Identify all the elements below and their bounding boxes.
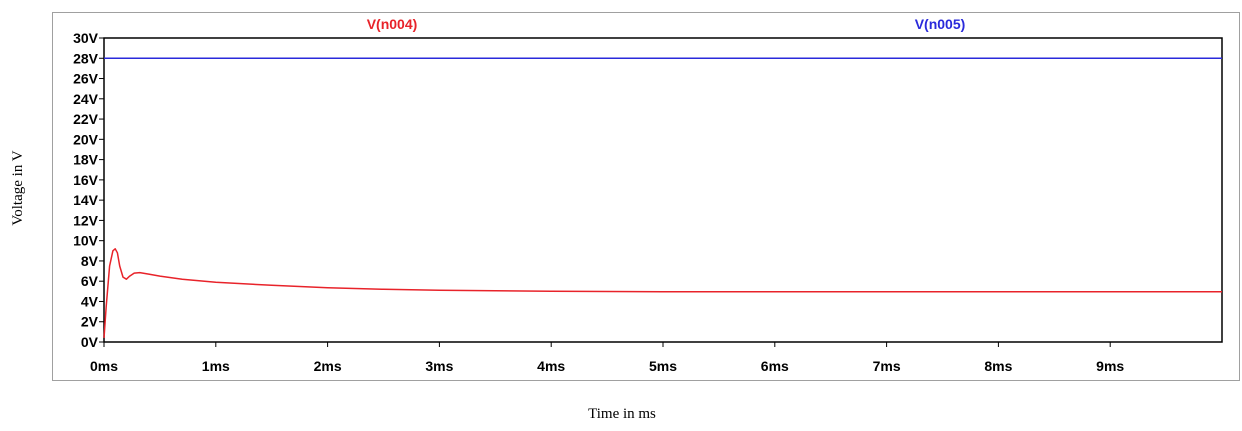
x-tick-label: 7ms (873, 358, 901, 374)
legend-entry-v-n005: V(n005) (915, 16, 966, 32)
plot-area (103, 37, 1223, 343)
x-tick-label: 3ms (425, 358, 453, 374)
x-axis-title: Time in ms (588, 406, 656, 422)
y-tick-label: 26V (73, 71, 99, 87)
x-tick-label: 0ms (90, 358, 118, 374)
y-tick-label: 0V (81, 334, 99, 350)
x-tick-label: 5ms (649, 358, 677, 374)
y-tick-label: 2V (81, 314, 99, 330)
y-tick-label: 30V (73, 30, 99, 46)
legend: V(n004) V(n005) (367, 16, 966, 32)
x-tick-label: 1ms (202, 358, 230, 374)
x-tick-label: 2ms (314, 358, 342, 374)
legend-entry-v-n004: V(n004) (367, 16, 418, 32)
y-tick-label: 28V (73, 50, 99, 66)
x-tick-label: 8ms (984, 358, 1012, 374)
y-tick-label: 8V (81, 253, 99, 269)
x-tick-label: 4ms (537, 358, 565, 374)
y-tick-label: 6V (81, 273, 99, 289)
y-axis-ticks: 0V 2V 4V 6V 8V 10V 12V 14V 16V 18V 20V 22V 24V 26V 28V… (73, 30, 104, 350)
series-layer (103, 57, 1222, 338)
y-tick-label: 18V (73, 152, 99, 168)
y-tick-label: 22V (73, 111, 99, 127)
x-tick-label: 9ms (1096, 358, 1124, 374)
y-tick-label: 16V (73, 172, 99, 188)
y-tick-label: 24V (73, 91, 99, 107)
y-axis-title: Voltage in V (10, 150, 26, 225)
y-tick-label: 14V (73, 192, 99, 208)
x-tick-label: 6ms (761, 358, 789, 374)
y-tick-label: 4V (81, 293, 99, 309)
y-tick-label: 10V (73, 233, 99, 249)
series-line-v-n004 (103, 248, 1222, 338)
y-tick-label: 20V (73, 131, 99, 147)
y-tick-label: 12V (73, 212, 99, 228)
x-axis-ticks: 0ms 1ms 2ms 3ms 4ms 5ms 6ms 7ms 8ms 9ms (90, 342, 1124, 374)
